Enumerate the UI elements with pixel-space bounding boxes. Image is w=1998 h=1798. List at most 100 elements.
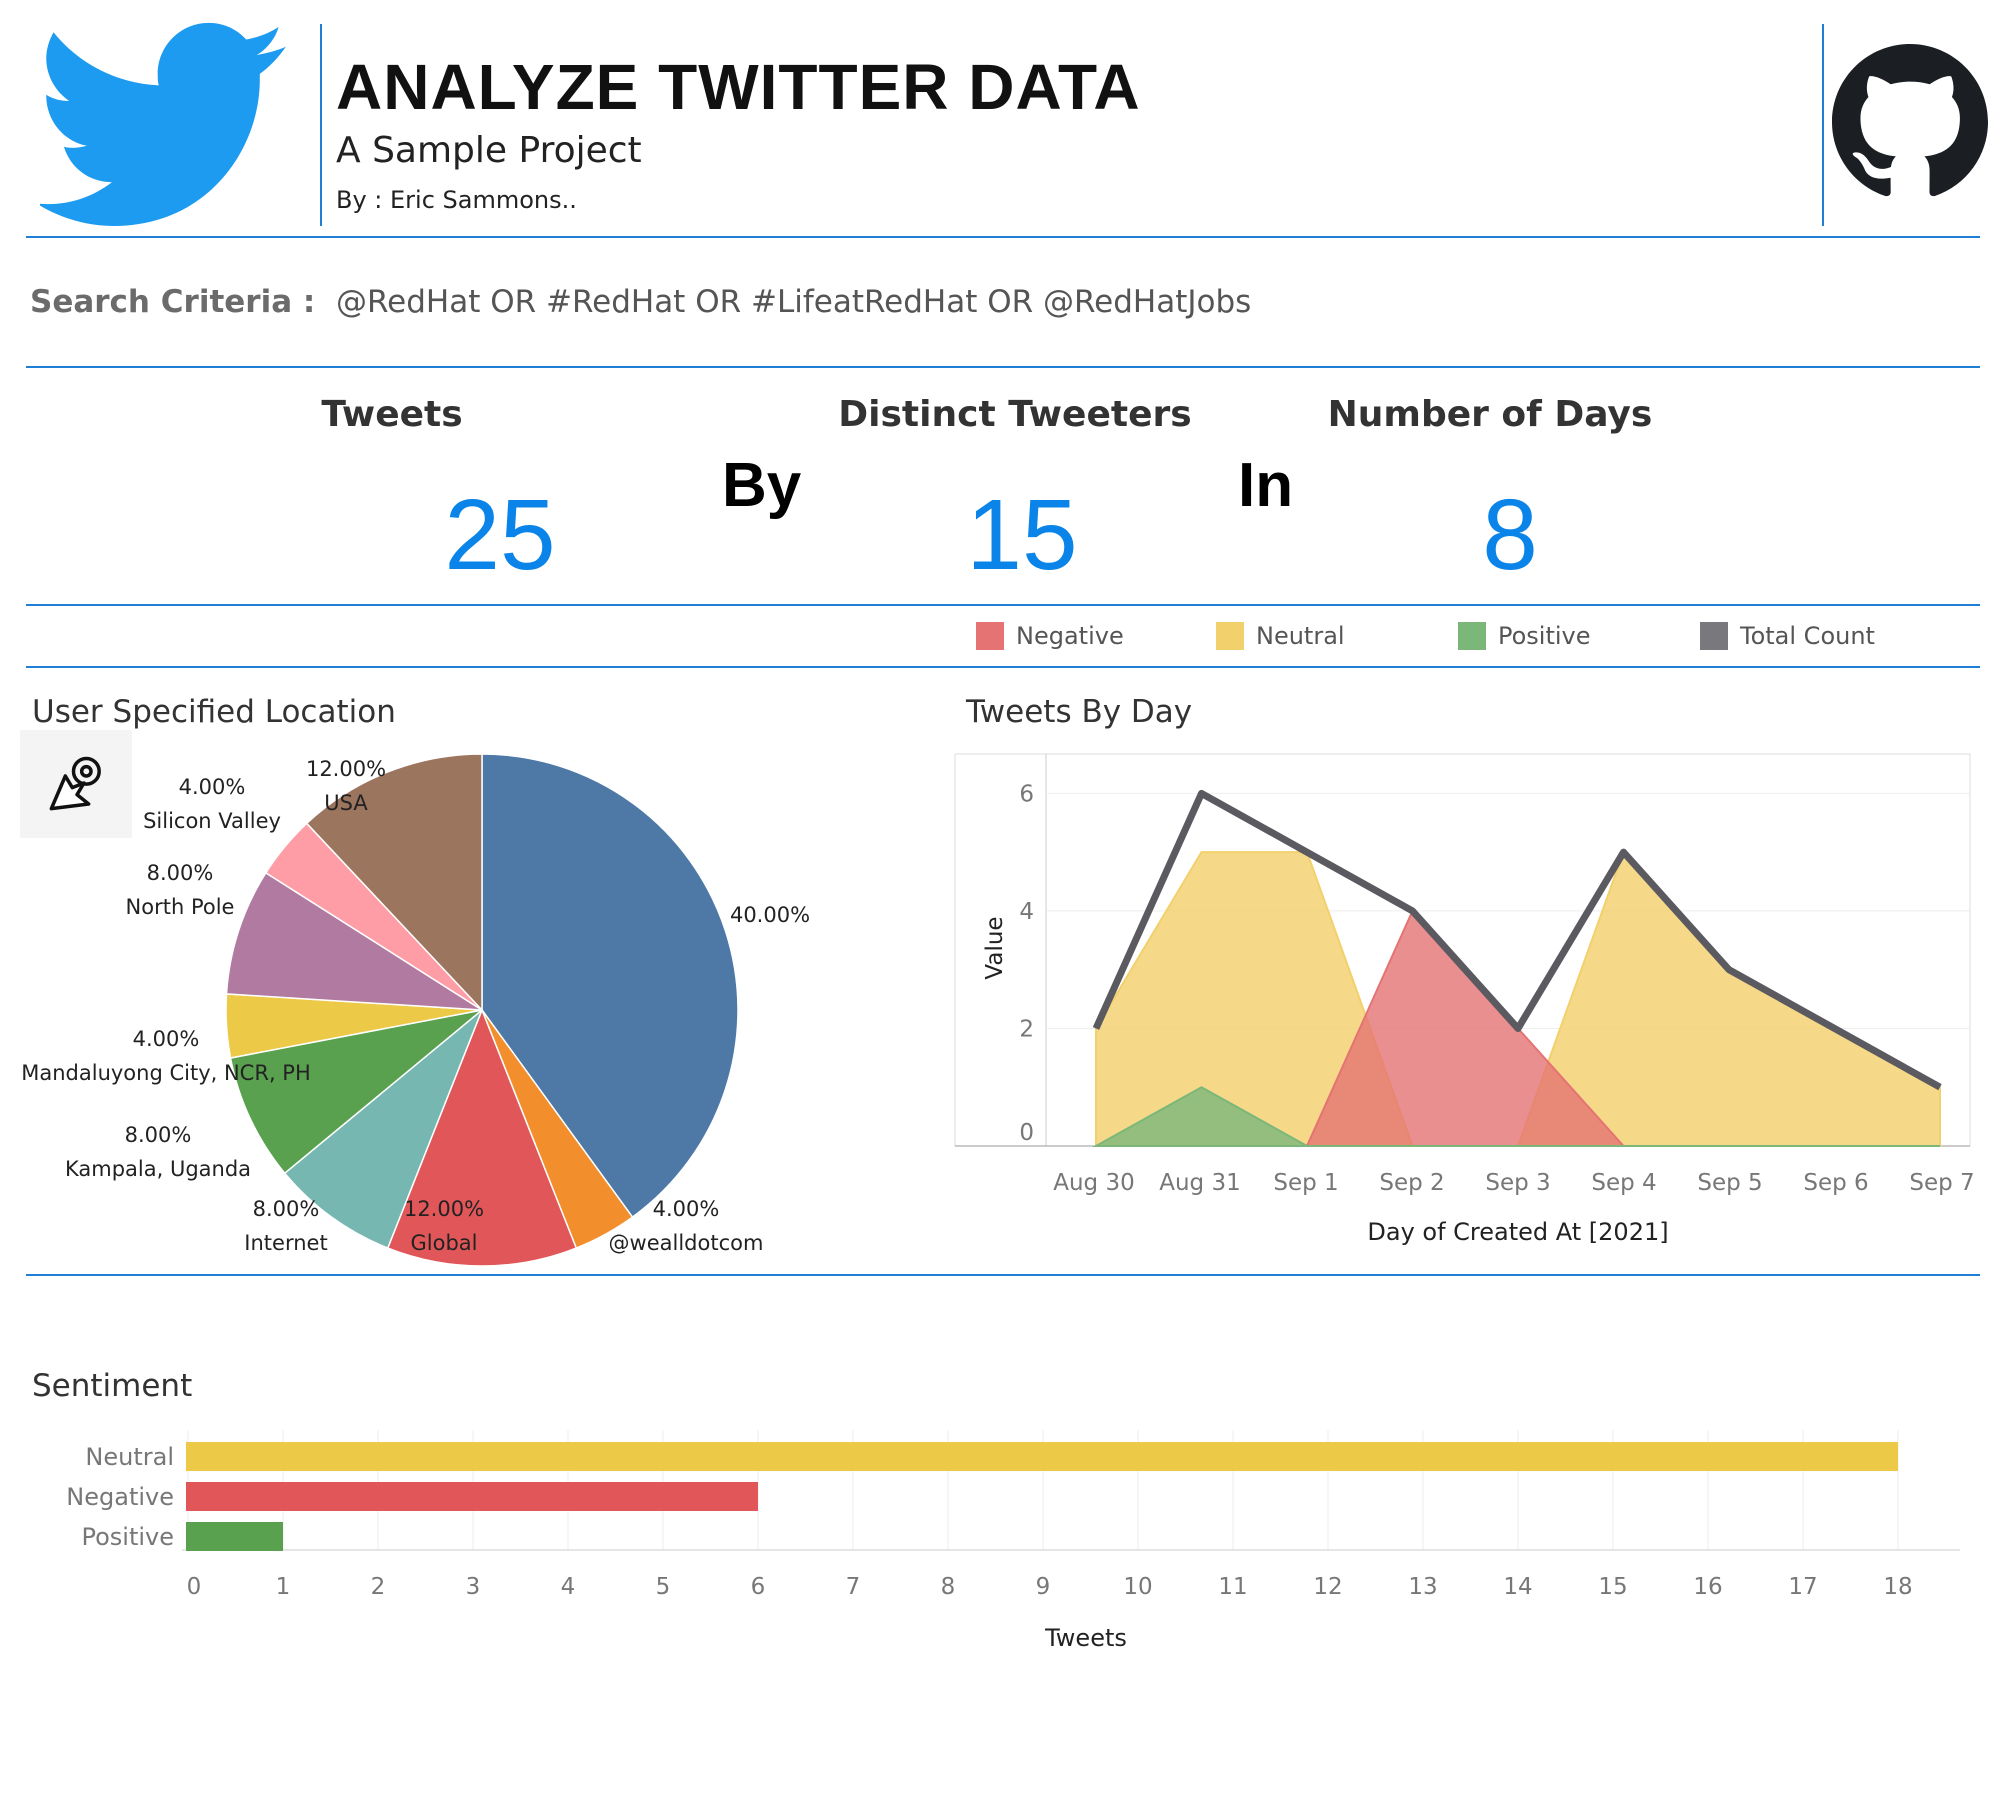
- legend-label: Positive: [1498, 622, 1591, 650]
- x-axis-title: Day of Created At [2021]: [1367, 1218, 1668, 1246]
- x-tick-label: 17: [1788, 1574, 1817, 1600]
- divider-header: [26, 236, 1980, 238]
- legend-item-total-count[interactable]: Total Count: [1700, 622, 1875, 650]
- x-tick-label: 1: [276, 1574, 291, 1600]
- x-tick-label: Sep 1: [1273, 1170, 1338, 1196]
- legend-swatch: [1458, 622, 1486, 650]
- kpi-tweeters-label: Distinct Tweeters: [838, 394, 1192, 435]
- x-tick-label: 14: [1503, 1574, 1532, 1600]
- search-criteria-query: @RedHat OR #RedHat OR #LifeatRedHat OR @…: [336, 284, 1252, 320]
- x-tick-label: 6: [751, 1574, 766, 1600]
- x-tick-label: Sep 6: [1803, 1170, 1868, 1196]
- x-tick-label: 5: [656, 1574, 671, 1600]
- kpi-connector-in: In: [1238, 451, 1294, 520]
- y-tick-label: 6: [1019, 781, 1034, 807]
- x-tick-label: 13: [1408, 1574, 1437, 1600]
- pie-slice-category-label: North Pole: [126, 895, 235, 919]
- legend-label: Total Count: [1740, 622, 1875, 650]
- cursor-pointer-icon: [49, 756, 101, 811]
- x-tick-label: 0: [187, 1574, 202, 1600]
- y-category-label: Neutral: [85, 1443, 174, 1471]
- pie-slice[interactable]: [386, 1007, 578, 1267]
- kpi-days-label: Number of Days: [1327, 394, 1653, 435]
- y-tick-label: 4: [1019, 899, 1034, 925]
- pie-slice-value-label: 4.00%: [133, 1027, 200, 1051]
- y-tick-label: 0: [1019, 1120, 1034, 1146]
- x-tick-label: 4: [561, 1574, 576, 1600]
- pointer-tool-button[interactable]: [20, 730, 132, 838]
- pie-slice-value-label: 12.00%: [404, 1197, 484, 1221]
- pie-slice[interactable]: [305, 753, 483, 1012]
- legend-swatch: [1216, 622, 1244, 650]
- pie-slice-value-label: 12.00%: [306, 757, 386, 781]
- pie-chart-title: User Specified Location: [32, 694, 396, 730]
- area-chart-title: Tweets By Day: [966, 694, 1193, 730]
- pie-slice-value-label: 8.00%: [147, 861, 214, 885]
- legend-label: Negative: [1016, 622, 1124, 650]
- x-tick-label: 8: [941, 1574, 956, 1600]
- bar-neutral[interactable]: [186, 1442, 1898, 1471]
- y-category-label: Negative: [66, 1483, 174, 1511]
- pie-slice-value-label: 4.00%: [179, 775, 246, 799]
- bar-positive[interactable]: [186, 1522, 283, 1551]
- header-divider-right: [1822, 24, 1824, 226]
- x-tick-label: Sep 3: [1485, 1170, 1550, 1196]
- x-tick-label: 12: [1313, 1574, 1342, 1600]
- pie-slice-value-label: 8.00%: [253, 1197, 320, 1221]
- y-category-label: Positive: [81, 1523, 174, 1551]
- x-tick-label: Aug 30: [1053, 1170, 1135, 1196]
- x-tick-label: Sep 4: [1591, 1170, 1656, 1196]
- area-series-neutral[interactable]: [1095, 850, 1941, 1147]
- github-icon[interactable]: [1832, 44, 1988, 200]
- x-tick-label: Sep 7: [1909, 1170, 1974, 1196]
- x-tick-label: Sep 5: [1697, 1170, 1762, 1196]
- pie-slice-value-label: 4.00%: [653, 1197, 720, 1221]
- area-series-positive[interactable]: [1092, 1086, 1940, 1147]
- x-tick-label: 15: [1598, 1574, 1627, 1600]
- pie-slice-category-label: Kampala, Uganda: [65, 1157, 251, 1181]
- legend-item-negative[interactable]: Negative: [976, 622, 1124, 650]
- y-tick-label: 2: [1019, 1016, 1034, 1042]
- page-title: ANALYZE TWITTER DATA: [336, 51, 1141, 123]
- x-tick-label: 2: [371, 1574, 386, 1600]
- kpi-days-value: 8: [1482, 479, 1538, 591]
- pie-slice[interactable]: [225, 871, 483, 1011]
- divider-legend: [26, 666, 1980, 668]
- page-subtitle: A Sample Project: [336, 130, 642, 171]
- kpi-tweets-value: 25: [444, 479, 556, 591]
- twitter-bird-icon: [40, 22, 286, 226]
- pie-slice-category-label: Mandaluyong City, NCR, PH: [21, 1061, 311, 1085]
- pie-chart: 40.00% 4.00% @wealldotcom 12.00% Global 8.00%…: [21, 753, 810, 1267]
- x-tick-label: 11: [1218, 1574, 1247, 1600]
- legend-swatch: [1700, 622, 1728, 650]
- legend-item-positive[interactable]: Positive: [1458, 622, 1591, 650]
- divider-search: [26, 366, 1980, 368]
- author-byline: By : Eric Sammons..: [336, 186, 577, 214]
- kpi-tweets-label: Tweets: [321, 394, 463, 435]
- legend-swatch: [976, 622, 1004, 650]
- pie-slice-category-label: USA: [324, 791, 368, 815]
- search-criteria-label: Search Criteria :: [30, 284, 316, 320]
- legend-label: Neutral: [1256, 622, 1345, 650]
- x-tick-label: 18: [1883, 1574, 1912, 1600]
- x-tick-label: 9: [1036, 1574, 1051, 1600]
- pie-slice[interactable]: [481, 753, 739, 1219]
- pie-slice[interactable]: [229, 1009, 483, 1175]
- pie-slice-category-label: Silicon Valley: [143, 809, 281, 833]
- kpi-tweeters-value: 15: [966, 479, 1078, 591]
- divider-kpis: [26, 604, 1980, 606]
- x-tick-label: 16: [1693, 1574, 1722, 1600]
- legend-item-neutral[interactable]: Neutral: [1216, 622, 1345, 650]
- x-tick-label: Sep 2: [1379, 1170, 1444, 1196]
- y-axis-title: Value: [982, 916, 1008, 979]
- divider-charts: [26, 1274, 1980, 1276]
- bar-chart-title: Sentiment: [32, 1368, 193, 1404]
- bar-negative[interactable]: [186, 1482, 758, 1511]
- pie-slice-value-label: 8.00%: [125, 1123, 192, 1147]
- pie-slice-category-label: Internet: [244, 1231, 327, 1255]
- pie-slice-category-label: Global: [411, 1231, 478, 1255]
- pie-slice[interactable]: [283, 1009, 483, 1249]
- pie-slice-value-label: 40.00%: [730, 903, 810, 927]
- line-series-total-count[interactable]: [1092, 789, 1942, 1091]
- kpi-connector-by: By: [722, 451, 802, 520]
